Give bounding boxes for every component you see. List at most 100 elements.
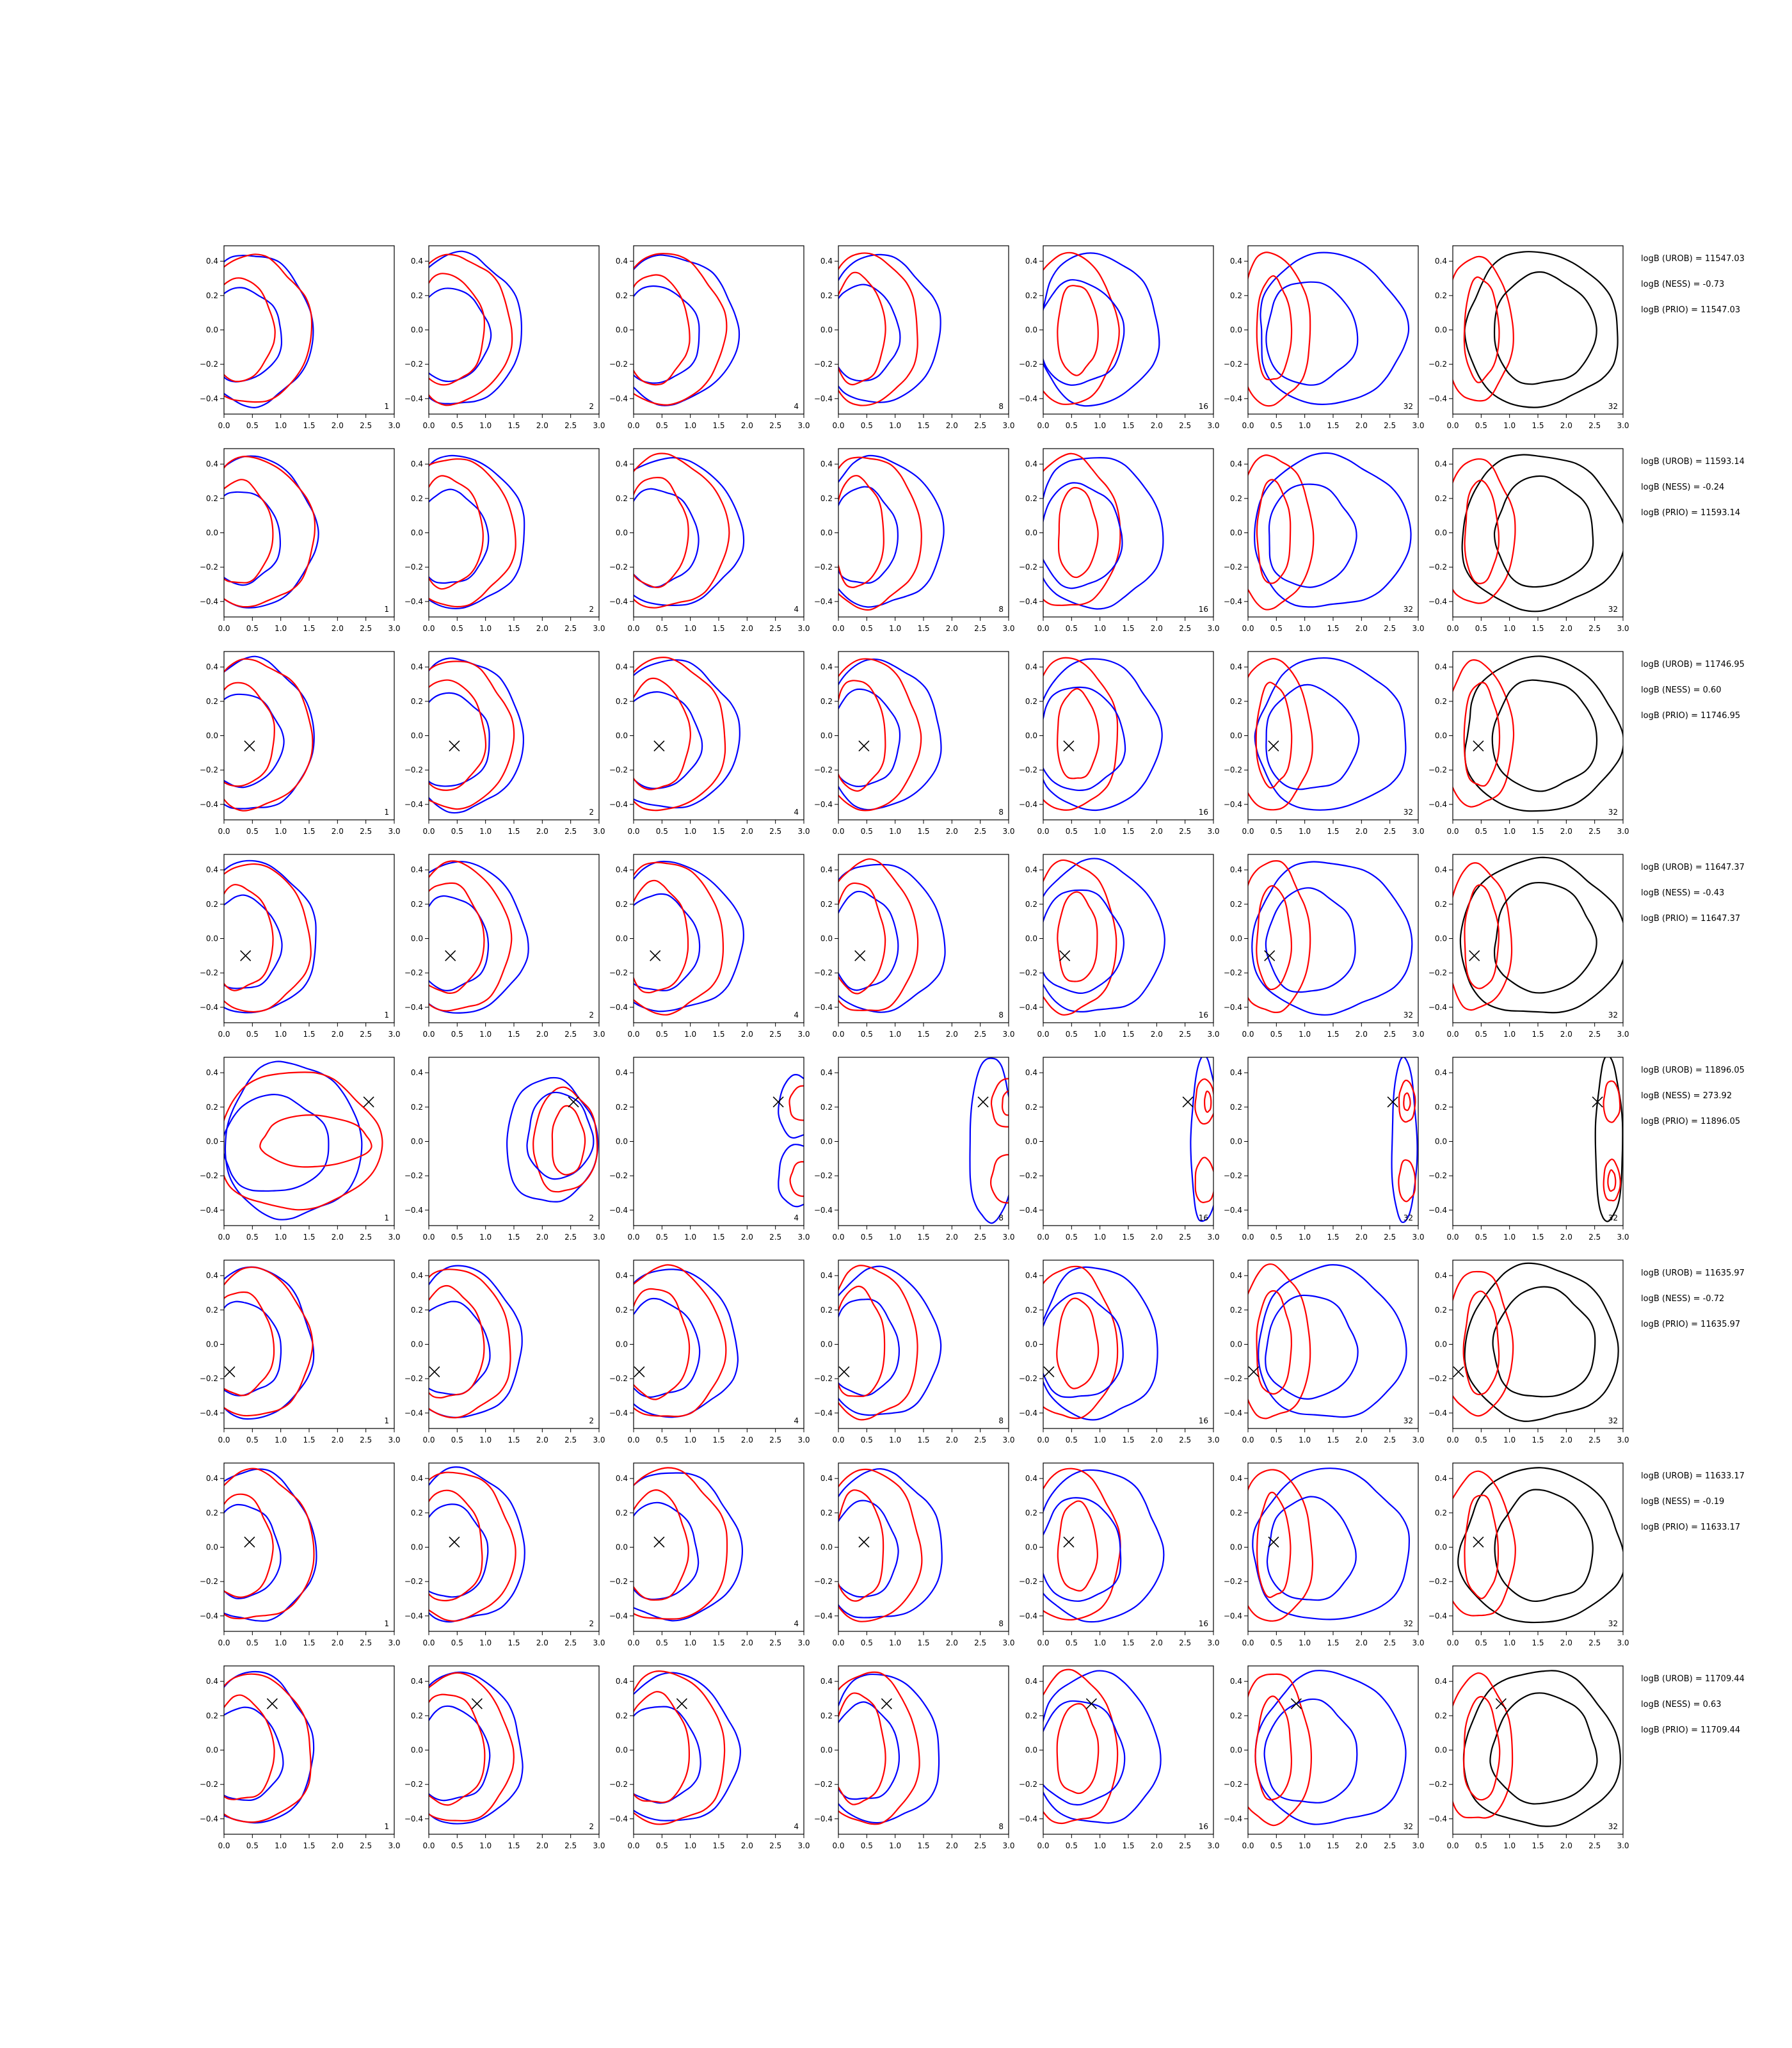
x-tick-label: 2.0 — [332, 1638, 344, 1647]
contour-blue — [778, 1144, 804, 1208]
y-tick-label: 0.2 — [1230, 291, 1242, 300]
x-tick-label: 2.0 — [946, 1233, 958, 1242]
contour-group — [224, 253, 314, 408]
y-tick-label: −0.4 — [1428, 1814, 1447, 1823]
x-tick-label: 0.0 — [1037, 827, 1049, 836]
y-tick-label: 0.0 — [616, 1543, 628, 1552]
axes-frame — [428, 1057, 600, 1226]
contour-blue — [429, 1671, 524, 1825]
x-tick-label: 3.0 — [1002, 1841, 1014, 1850]
y-tick-label: −0.2 — [1428, 1780, 1447, 1789]
y-tick-label: 0.0 — [1025, 1543, 1037, 1552]
x-tick-label: 1.5 — [1532, 624, 1544, 633]
contour-black — [1491, 679, 1598, 792]
panel-r6-c4: 0.0 0.5 1.0 1.5 2.0 2.5 3.0 0.4 0.2 0.0 −0.2 −0.4 8 — [814, 1260, 1015, 1444]
true-value-marker — [1469, 950, 1480, 961]
contour-red — [1043, 859, 1117, 1016]
y-tick-label: 0.2 — [820, 1103, 833, 1112]
contour-group — [1391, 1057, 1418, 1224]
x-tick-label: 0.0 — [1037, 1841, 1049, 1850]
y-tick-label: 0.4 — [206, 865, 218, 874]
x-tick-label: 1.5 — [1532, 827, 1544, 836]
y-tick-label: −0.2 — [1224, 1780, 1242, 1789]
x-tick-label: 1.0 — [684, 1638, 696, 1647]
x-tick-label: 2.0 — [536, 827, 548, 836]
x-tick-label: 2.5 — [360, 1841, 372, 1850]
y-tick-label: −0.2 — [814, 1780, 833, 1789]
contour-group — [429, 250, 523, 406]
y-tick-label: 0.0 — [616, 326, 628, 335]
x-tick-label: 1.0 — [1299, 421, 1311, 430]
x-tick-label: 3.0 — [1617, 1436, 1629, 1444]
contour-red — [1043, 1265, 1119, 1420]
x-tick-label: 1.5 — [1122, 1436, 1134, 1444]
panel-r8-c3: 0.0 0.5 1.0 1.5 2.0 2.5 3.0 0.4 0.2 0.0 −0.2 −0.4 4 — [609, 1665, 810, 1850]
y-tick-label: −0.4 — [1224, 597, 1242, 606]
y-tick-label: 0.0 — [1025, 732, 1037, 740]
x-tick-label: 0.5 — [861, 1233, 873, 1242]
contour-red — [838, 680, 886, 792]
y-tick-label: 0.0 — [820, 934, 833, 943]
y-tick-label: 0.2 — [1025, 1103, 1037, 1112]
contour-blue — [224, 455, 319, 609]
contour-red — [1256, 885, 1293, 991]
panel-r4-c1: 0.0 0.5 1.0 1.5 2.0 2.5 3.0 0.4 0.2 0.0 −0.2 −0.4 1 — [200, 854, 401, 1039]
x-tick-label: 1.0 — [275, 624, 287, 633]
x-tick-label: 3.0 — [593, 1436, 605, 1444]
x-tick-label: 2.0 — [1356, 827, 1368, 836]
x-tick-label: 0.0 — [1242, 827, 1254, 836]
column-label: 2 — [589, 1011, 594, 1020]
contour-blue — [838, 1265, 942, 1416]
panel-r8-c4: 0.0 0.5 1.0 1.5 2.0 2.5 3.0 0.4 0.2 0.0 −0.2 −0.4 8 — [814, 1665, 1015, 1850]
y-tick-label: 0.4 — [820, 257, 833, 266]
x-tick-label: 1.0 — [889, 421, 901, 430]
contour-black — [1464, 655, 1623, 812]
x-tick-label: 0.0 — [422, 1030, 435, 1039]
y-tick-label: −0.4 — [404, 394, 423, 403]
x-tick-label: 0.5 — [246, 421, 259, 430]
x-tick-label: 0.5 — [1066, 421, 1078, 430]
axes-frame — [633, 1057, 804, 1226]
y-tick-label: 0.4 — [206, 662, 218, 671]
contour-red — [259, 1114, 372, 1168]
y-tick-label: −0.2 — [200, 1780, 218, 1789]
column-label: 4 — [794, 808, 799, 817]
contour-group — [1453, 856, 1623, 1014]
y-tick-label: 0.2 — [1435, 900, 1447, 909]
x-tick-label: 0.5 — [1270, 421, 1283, 430]
contour-red — [224, 884, 274, 991]
axes-frame — [428, 448, 600, 618]
y-tick-label: 0.4 — [1025, 865, 1037, 874]
axes-frame — [223, 245, 395, 415]
y-tick-label: −0.2 — [609, 968, 628, 977]
y-tick-label: −0.4 — [404, 800, 423, 809]
contour-red — [634, 1467, 728, 1620]
x-tick-label: 1.0 — [1299, 1436, 1311, 1444]
y-tick-label: 0.4 — [1435, 865, 1447, 874]
axes-frame — [1043, 1462, 1214, 1632]
x-tick-label: 2.5 — [769, 827, 781, 836]
y-tick-label: 0.2 — [206, 291, 218, 300]
contour-group — [224, 1468, 317, 1622]
x-tick-label: 1.0 — [1299, 827, 1311, 836]
y-tick-label: 0.4 — [1435, 460, 1447, 468]
column-label: 32 — [1404, 1011, 1413, 1020]
contour-red — [1043, 252, 1120, 406]
contour-blue — [1265, 887, 1356, 993]
contour-blue — [1265, 281, 1359, 386]
x-tick-label: 2.0 — [1560, 1638, 1572, 1647]
contour-group — [1043, 657, 1163, 812]
x-tick-label: 1.5 — [1327, 1638, 1339, 1647]
contour-blue — [634, 285, 700, 384]
contour-blue — [634, 456, 745, 607]
contour-red — [838, 1285, 886, 1397]
column-label: 8 — [998, 605, 1004, 614]
x-tick-label: 0.0 — [1446, 1436, 1459, 1444]
x-tick-label: 2.0 — [332, 1436, 344, 1444]
x-tick-label: 0.5 — [1270, 1638, 1283, 1647]
x-tick-label: 2.0 — [332, 1233, 344, 1242]
y-tick-label: 0.0 — [1025, 326, 1037, 335]
axes-frame — [1247, 245, 1419, 415]
x-tick-label: 1.0 — [275, 1436, 287, 1444]
x-tick-label: 2.5 — [769, 1638, 781, 1647]
